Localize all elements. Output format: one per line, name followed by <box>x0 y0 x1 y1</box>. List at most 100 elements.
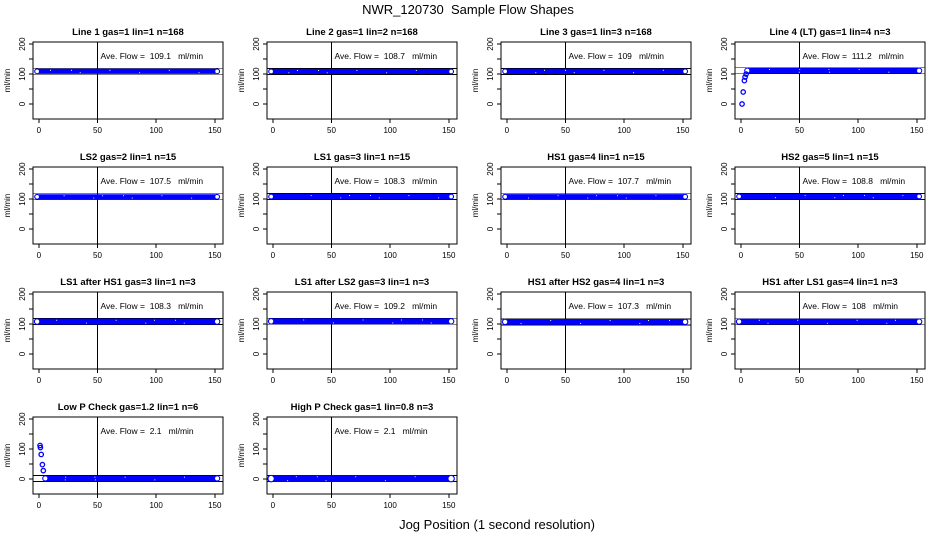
band-speck <box>834 197 836 199</box>
band-speck <box>183 476 186 478</box>
panel-ls1-after-ls2-gas-3-lin-1-n-3: LS1 after LS2 gas=3 lin=1 n=3 0 50 100 150 0 1… <box>237 277 458 385</box>
plot-box <box>500 41 692 120</box>
x-tick-label: 100 <box>617 251 631 260</box>
band-speck <box>587 197 589 199</box>
x-tick-label: 100 <box>851 251 865 260</box>
data-band <box>270 475 452 482</box>
y-tick-label: 200 <box>18 37 27 51</box>
y-tick-label: 200 <box>252 412 261 426</box>
y-axis-label: ml/min <box>3 444 12 468</box>
transient-point <box>742 74 748 80</box>
band-speck <box>609 320 611 322</box>
x-tick-label: 150 <box>442 376 456 385</box>
x-axis-label: Jog Position (1 second resolution) <box>399 517 595 532</box>
band-speck <box>183 322 185 324</box>
y-axis-label: ml/min <box>3 69 12 93</box>
band-speck <box>340 197 342 199</box>
band-speck <box>573 72 575 74</box>
band-speck <box>325 480 327 482</box>
band-speck <box>438 197 440 199</box>
x-tick-label: 50 <box>93 126 102 135</box>
band-speck <box>287 480 289 482</box>
band-speck <box>378 197 380 199</box>
data-band <box>44 475 218 482</box>
panel-hs1-gas-4-lin-1-n-15: HS1 gas=4 lin=1 n=15 0 50 100 150 0 100 200 ml/m… <box>471 152 692 260</box>
plot-box <box>32 416 224 495</box>
band-end-point <box>735 318 743 325</box>
x-tick-label: 0 <box>505 251 510 260</box>
plot-box <box>500 166 692 245</box>
y-tick-label: 100 <box>486 192 495 206</box>
y-tick-label: 100 <box>720 317 729 331</box>
ave-flow-annotation: Ave. Flow = 109 ml/min <box>569 51 665 61</box>
panel-low-p-check-gas-1-2-lin-1-n-6: Low P Check gas=1.2 lin=1 n=6 0 50 100 150 0 1… <box>3 402 224 510</box>
band-speck <box>543 69 546 71</box>
band-end-point <box>736 193 743 200</box>
x-tick-label: 50 <box>93 376 102 385</box>
x-tick-label: 0 <box>37 126 42 135</box>
band-speck <box>616 195 619 197</box>
y-tick-label: 200 <box>486 37 495 51</box>
y-tick-label: 100 <box>18 442 27 456</box>
panel-ls2-gas-2-lin-1-n-15: LS2 gas=2 lin=1 n=15 0 50 100 150 0 100 200 ml/m… <box>3 152 224 260</box>
plot-box <box>266 291 458 370</box>
band-speck <box>804 194 806 196</box>
band-speck <box>355 476 357 478</box>
panel-title: LS1 after HS1 gas=3 lin=1 n=3 <box>60 277 195 288</box>
x-tick-label: 50 <box>93 251 102 260</box>
band-speck <box>557 195 559 197</box>
plot-box <box>266 41 458 120</box>
band-speck <box>49 69 52 71</box>
panel-title: LS1 gas=3 lin=1 n=15 <box>314 152 411 163</box>
band-speck <box>828 71 830 73</box>
x-tick-label: 0 <box>37 251 42 260</box>
band-end-point <box>502 68 509 75</box>
band-end-point <box>33 318 41 325</box>
band-speck <box>332 322 334 324</box>
band-speck <box>65 476 67 478</box>
band-speck <box>101 195 104 197</box>
plot-box <box>32 41 224 120</box>
panel-title: LS1 after LS2 gas=3 lin=1 n=3 <box>295 277 429 288</box>
panel-title: Line 2 gas=1 lin=2 n=168 <box>306 27 418 38</box>
band-speck <box>174 319 177 321</box>
band-speck <box>56 319 58 321</box>
data-band <box>738 193 920 200</box>
panel-title: HS2 gas=5 lin=1 n=15 <box>781 152 879 163</box>
y-tick-label: 0 <box>252 226 261 231</box>
y-axis-label: ml/min <box>3 319 12 343</box>
band-speck <box>415 69 417 72</box>
y-axis-label: ml/min <box>705 69 714 93</box>
band-speck <box>145 322 147 324</box>
y-tick-label: 0 <box>252 101 261 106</box>
band-speck <box>153 319 156 321</box>
band-end-point <box>447 318 455 325</box>
transient-point <box>739 101 745 107</box>
y-tick-label: 200 <box>720 37 729 51</box>
y-tick-label: 100 <box>18 317 27 331</box>
ave-flow-annotation: Ave. Flow = 109.2 ml/min <box>335 301 438 311</box>
x-tick-label: 0 <box>271 376 276 385</box>
data-band <box>504 68 686 74</box>
y-tick-label: 200 <box>720 162 729 176</box>
y-tick-label: 200 <box>252 37 261 51</box>
transient-point <box>39 461 46 468</box>
y-tick-label: 100 <box>720 67 729 81</box>
band-speck <box>303 319 305 321</box>
band-speck <box>421 319 424 321</box>
band-end-point <box>502 193 509 200</box>
x-tick-label: 0 <box>37 376 42 385</box>
y-axis-label: ml/min <box>471 194 480 218</box>
band-end-point <box>915 318 923 325</box>
band-speck <box>625 197 627 199</box>
panel-hs1-after-hs2-gas-4-lin-1-n-3: HS1 after HS2 gas=4 lin=1 n=3 0 50 100 150 0 1… <box>471 277 692 385</box>
y-axis-label: ml/min <box>237 194 246 218</box>
panel-line-2-gas-1-lin-2-n-168: Line 2 gas=1 lin=2 n=168 0 50 100 150 0 100 200… <box>237 27 458 135</box>
x-tick-label: 150 <box>676 251 690 260</box>
data-band <box>504 194 686 200</box>
band-end-point <box>213 475 221 482</box>
band-speck <box>639 322 641 325</box>
plot-box <box>32 166 224 245</box>
band-speck <box>902 194 904 196</box>
x-tick-label: 100 <box>617 126 631 135</box>
